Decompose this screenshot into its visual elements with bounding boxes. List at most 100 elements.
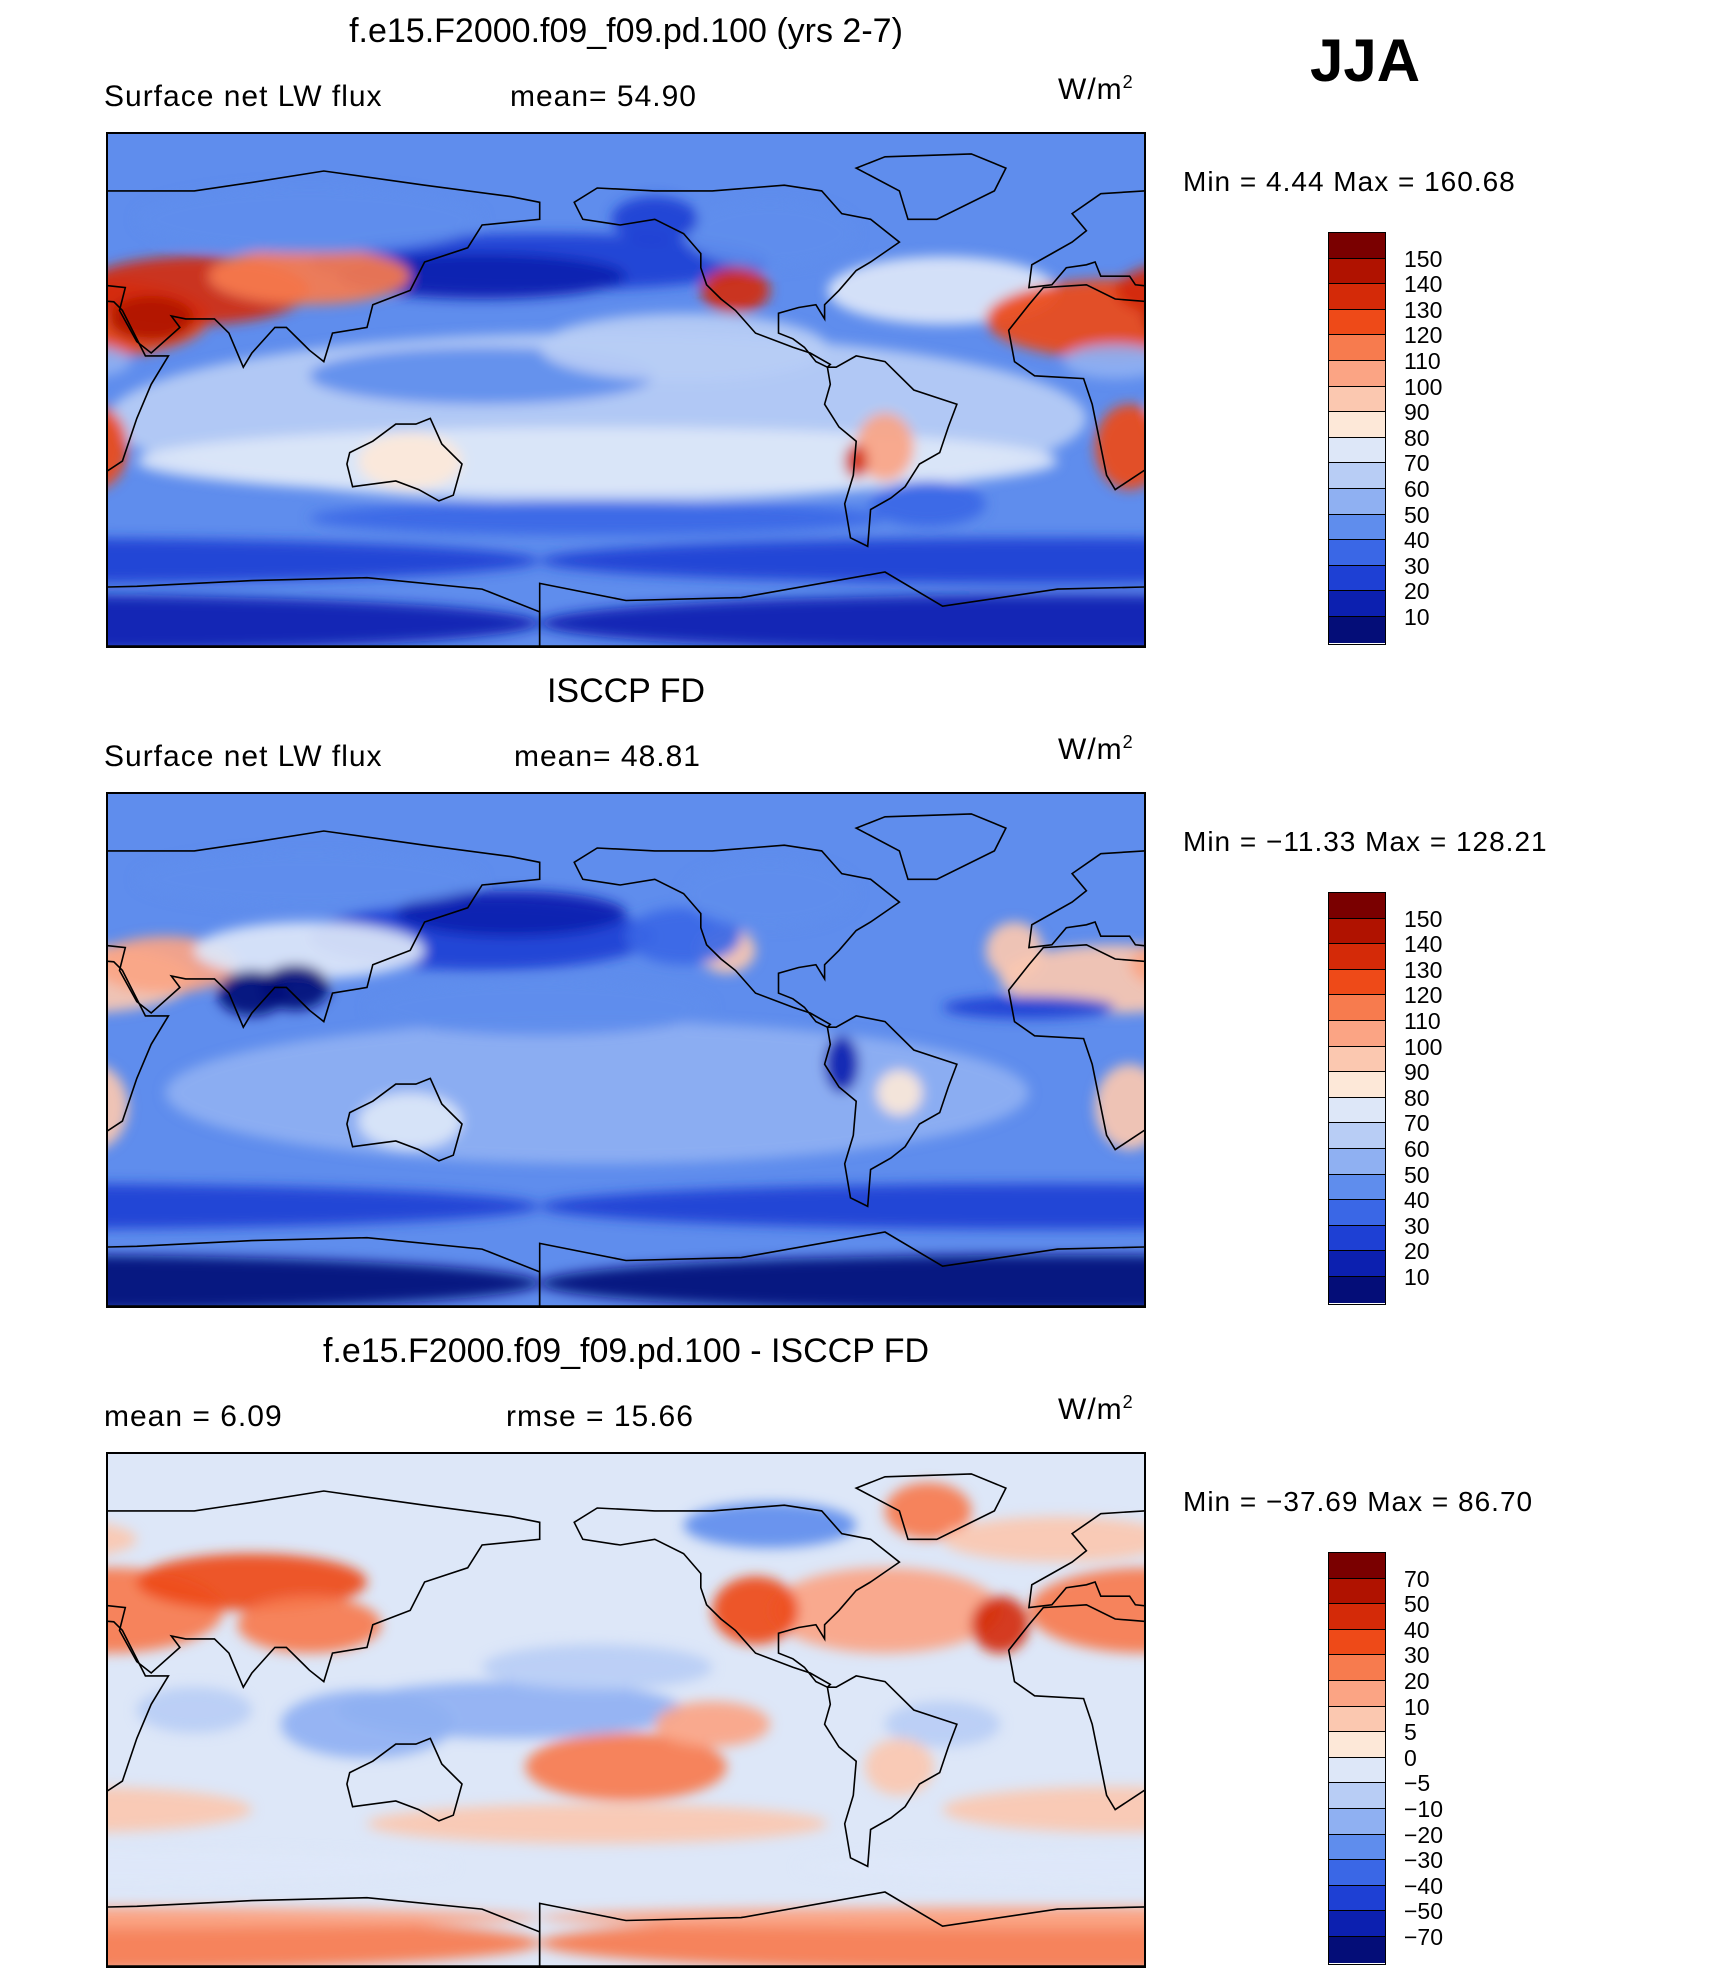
map-field-region: [108, 1183, 540, 1229]
map-field-region: [654, 1701, 770, 1747]
panel-1-title: f.e15.F2000.f09_f09.pd.100 (yrs 2-7): [349, 12, 903, 50]
colorbar-tick-label: 100: [1404, 1033, 1443, 1060]
colorbar-tick-label: 60: [1404, 476, 1430, 502]
coastline-namerica: [573, 1504, 901, 1689]
colorbar-tick-label: 50: [1404, 1591, 1430, 1618]
colorbar-swatch: [1329, 1860, 1385, 1886]
coastline-samerica: [823, 1015, 958, 1208]
map-field-region: [1115, 267, 1144, 313]
colorbar-tick-label: 50: [1404, 501, 1430, 528]
colorbar-tick-label: 70: [1404, 1110, 1430, 1137]
colorbar-tick-label: 90: [1404, 399, 1430, 426]
map-field-region: [1028, 1567, 1144, 1654]
panel-1-minmax: Min = 4.44 Max = 160.68: [1183, 166, 1516, 197]
colorbar-tick-label: 80: [1404, 424, 1430, 451]
colorbar-swatch: [1329, 1174, 1385, 1201]
map-field-region: [683, 199, 857, 268]
colorbar-swatch: [1329, 1706, 1385, 1733]
map-field-region: [539, 1906, 1144, 1929]
map-field-region: [108, 1255, 540, 1306]
colorbar-swatch: [1329, 1604, 1385, 1630]
map-field-region: [1129, 947, 1144, 982]
panel-1-units: W/m2: [1058, 72, 1134, 106]
coastline-africa: [108, 300, 170, 472]
colorbar-tick-label: 40: [1404, 1616, 1430, 1643]
coastline-africa: [1007, 1603, 1144, 1811]
colorbar-tick-label: 80: [1404, 1084, 1430, 1111]
map-field-region: [539, 1183, 1144, 1230]
colorbar-tick-label: 100: [1404, 373, 1443, 400]
panel-1-colorbar: [1328, 232, 1386, 645]
coastline-australia: [346, 417, 463, 502]
panel-1-mean-label: mean= 54.90: [510, 80, 697, 113]
coastline-africa: [1007, 283, 1144, 491]
map-field-region: [482, 1644, 713, 1691]
colorbar-tick-label: 10: [1404, 1264, 1430, 1290]
colorbar-swatch: [1329, 514, 1385, 541]
map-field-region: [108, 347, 131, 376]
colorbar-tick-label: 150: [1404, 905, 1443, 932]
map-field-region: [367, 978, 713, 1036]
colorbar-swatch: [1329, 1251, 1385, 1277]
colorbar-tick-label: 10: [1404, 1693, 1430, 1720]
colorbar-tick-label: 30: [1404, 1212, 1430, 1239]
panel-3-units: W/m2: [1058, 1392, 1134, 1426]
colorbar-tick-label: 10: [1404, 604, 1430, 630]
coastline-namerica: [573, 844, 901, 1029]
coastline-australia: [346, 1737, 463, 1822]
coastline-greenland: [854, 1473, 1008, 1541]
map-field-region: [208, 247, 411, 305]
colorbar-swatch: [1329, 969, 1385, 996]
colorbar-swatch: [1329, 1123, 1385, 1149]
coastline-eurasia: [108, 830, 541, 1029]
colorbar-tick-label: −10: [1404, 1796, 1444, 1822]
colorbar-swatch: [1329, 591, 1385, 617]
map-field-region: [136, 1687, 252, 1733]
colorbar-swatch: [1329, 1200, 1385, 1226]
map-field-region: [108, 1787, 252, 1833]
coastline-australia: [346, 1077, 463, 1162]
map-field-region: [309, 500, 885, 536]
colorbar-tick-label: 60: [1404, 1136, 1430, 1162]
map-field-region: [237, 1596, 382, 1654]
map-field-region: [985, 922, 1044, 979]
map-field-region: [700, 267, 770, 314]
map-field-region: [870, 481, 986, 527]
colorbar-swatch: [1329, 995, 1385, 1021]
map-field-region: [885, 1701, 1001, 1747]
map-field-region: [358, 1092, 462, 1150]
panel-3-mean-label: mean = 6.09: [104, 1400, 283, 1433]
colorbar-tick-label: 20: [1404, 1668, 1430, 1694]
coastline-africa: [108, 960, 170, 1132]
panel-2-title: ISCCP FD: [546, 672, 706, 710]
coastline-eurasia: [108, 1490, 541, 1689]
colorbar-swatch: [1329, 1885, 1385, 1912]
colorbar-swatch: [1329, 463, 1385, 489]
map-field-region: [798, 1849, 1144, 1884]
colorbar-tick-label: 140: [1404, 271, 1443, 298]
coastline-samerica: [823, 1675, 958, 1868]
panel-3-colorbar: [1328, 1552, 1386, 1965]
map-field-region: [885, 1482, 972, 1540]
colorbar-tick-label: 120: [1404, 322, 1443, 349]
panel-3-title: f.e15.F2000.f09_f09.pd.100 - ISCCP FD: [322, 1332, 930, 1370]
coastline-namerica: [573, 184, 901, 369]
colorbar-tick-label: 5: [1404, 1719, 1417, 1746]
map-field-region: [856, 412, 914, 481]
colorbar-tick-label: 90: [1404, 1059, 1430, 1086]
colorbar-tick-label: 70: [1404, 450, 1430, 477]
colorbar-tick-label: 40: [1404, 527, 1430, 554]
colorbar-swatch: [1329, 233, 1385, 259]
panel-1-map: [106, 132, 1146, 648]
colorbar-tick-label: 50: [1404, 1161, 1430, 1188]
map-field-region: [280, 1690, 454, 1759]
panel-3-minmax: Min = −37.69 Max = 86.70: [1183, 1486, 1534, 1517]
colorbar-swatch: [1329, 360, 1385, 387]
map-field-region: [395, 890, 626, 937]
map-field-region: [942, 1786, 1144, 1833]
map-field-region: [683, 1502, 857, 1548]
colorbar-swatch: [1329, 1834, 1385, 1861]
panel-3-map: [106, 1452, 1146, 1968]
map-field-region: [539, 594, 1144, 646]
map-field-region: [108, 595, 540, 646]
